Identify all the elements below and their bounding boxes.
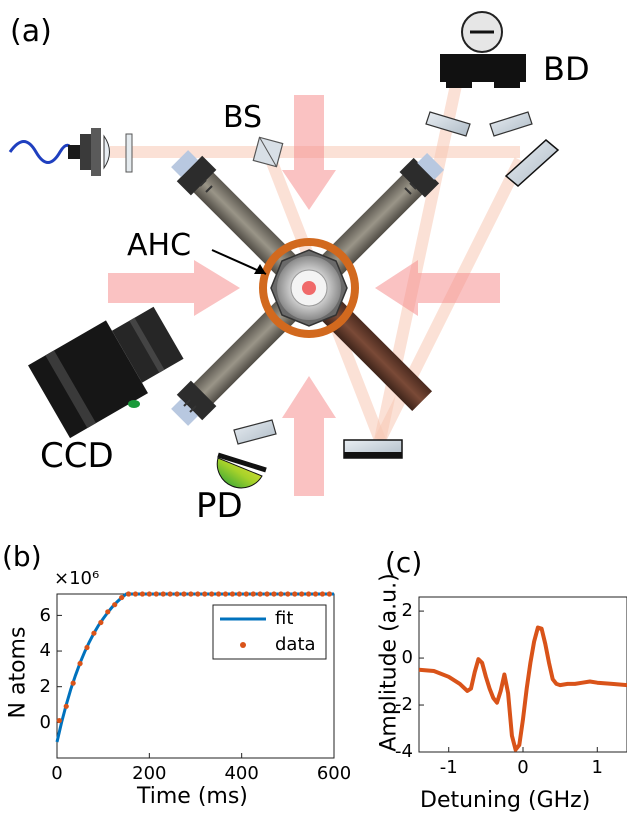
bs-label: BS <box>223 100 263 135</box>
ccd-camera-icon <box>28 306 184 439</box>
data-point <box>84 644 90 651</box>
plot-b-ytick-label: 2 <box>39 675 51 697</box>
data-point <box>229 591 236 597</box>
plot-b-xtick-label: 200 <box>132 763 167 785</box>
data-point <box>257 591 263 597</box>
data-point <box>209 591 215 597</box>
plot-c-ytick-label: 2 <box>401 600 413 622</box>
photodiode-icon <box>216 452 267 489</box>
beam-splitter-icon <box>252 136 284 168</box>
data-point <box>319 591 326 597</box>
plot-b-xtick-label: 600 <box>316 763 352 785</box>
plot-c-ytick-label: -4 <box>395 741 413 763</box>
data-point <box>188 591 194 597</box>
mirror-icon <box>233 111 560 459</box>
plot-b-legend <box>212 604 327 660</box>
data-point <box>292 591 298 597</box>
data-point <box>285 591 291 597</box>
plot-c-xtick-label: -1 <box>439 757 458 779</box>
plot-c-xtick-label: 1 <box>591 757 603 779</box>
data-point <box>98 619 104 626</box>
legend-fit-label: fit <box>275 608 294 629</box>
data-point <box>271 591 277 597</box>
plot-c <box>418 596 627 753</box>
plot-c-ytick-label: -2 <box>395 694 413 716</box>
data-point <box>91 630 97 636</box>
ccd-label: CCD <box>40 436 114 476</box>
mot-beams <box>108 95 500 496</box>
data-point <box>153 591 159 597</box>
data-point <box>278 591 284 597</box>
plot-b-xtick-label: 0 <box>51 763 63 785</box>
plot-b-ytick-label: 0 <box>39 711 51 733</box>
panel-b-label: (b) <box>2 540 42 573</box>
bd-label: BD <box>543 50 590 88</box>
data-point <box>174 591 180 597</box>
collimator-icon <box>68 128 133 176</box>
data-point <box>105 609 111 615</box>
spectrum-line <box>418 625 627 752</box>
data-points <box>56 591 332 724</box>
data-point <box>312 591 319 597</box>
schematic-panel-a <box>8 11 560 496</box>
data-point <box>181 591 187 597</box>
plot-b-multiplier: ×10⁶ <box>54 568 100 589</box>
ahc-label: AHC <box>127 228 192 263</box>
data-point <box>125 591 132 597</box>
data-point <box>132 591 139 597</box>
balanced-detector-icon <box>440 11 526 88</box>
data-point <box>306 591 312 597</box>
data-point <box>236 591 242 597</box>
legend-data-label: data <box>275 634 316 655</box>
data-point <box>195 591 201 597</box>
plot-c-xtick-label: 0 <box>517 757 529 779</box>
data-point <box>70 680 76 686</box>
atomic-cell-icon <box>211 238 359 338</box>
pd-label: PD <box>196 486 243 526</box>
data-point <box>243 591 249 597</box>
data-point <box>139 591 146 597</box>
data-point <box>250 591 256 597</box>
data-point <box>222 591 229 597</box>
data-point <box>112 602 118 608</box>
data-point <box>215 591 222 597</box>
data-point <box>63 703 69 709</box>
data-point <box>264 591 270 597</box>
fiber-icon <box>8 140 74 164</box>
plot-b-ytick-label: 4 <box>39 640 51 662</box>
data-point <box>160 591 166 597</box>
data-point <box>56 717 62 724</box>
data-point <box>326 591 332 597</box>
plot-b-xtick-label: 400 <box>224 763 259 785</box>
panel-a-label: (a) <box>10 14 52 49</box>
panel-c-label: (c) <box>385 546 423 579</box>
data-point <box>167 591 173 597</box>
data-point <box>202 591 208 597</box>
plot-c-ytick-label: 0 <box>401 647 413 669</box>
data-point <box>77 660 83 667</box>
plot-c-ticks <box>419 610 598 753</box>
plot-b <box>55 591 335 759</box>
data-point <box>119 594 125 601</box>
plot-b-ytick-label: 6 <box>39 604 51 626</box>
data-point <box>299 591 305 597</box>
data-point <box>146 591 152 597</box>
plot-c-xlabel: Detuning (GHz) <box>420 788 591 813</box>
plot-b-xlabel: Time (ms) <box>137 784 248 809</box>
